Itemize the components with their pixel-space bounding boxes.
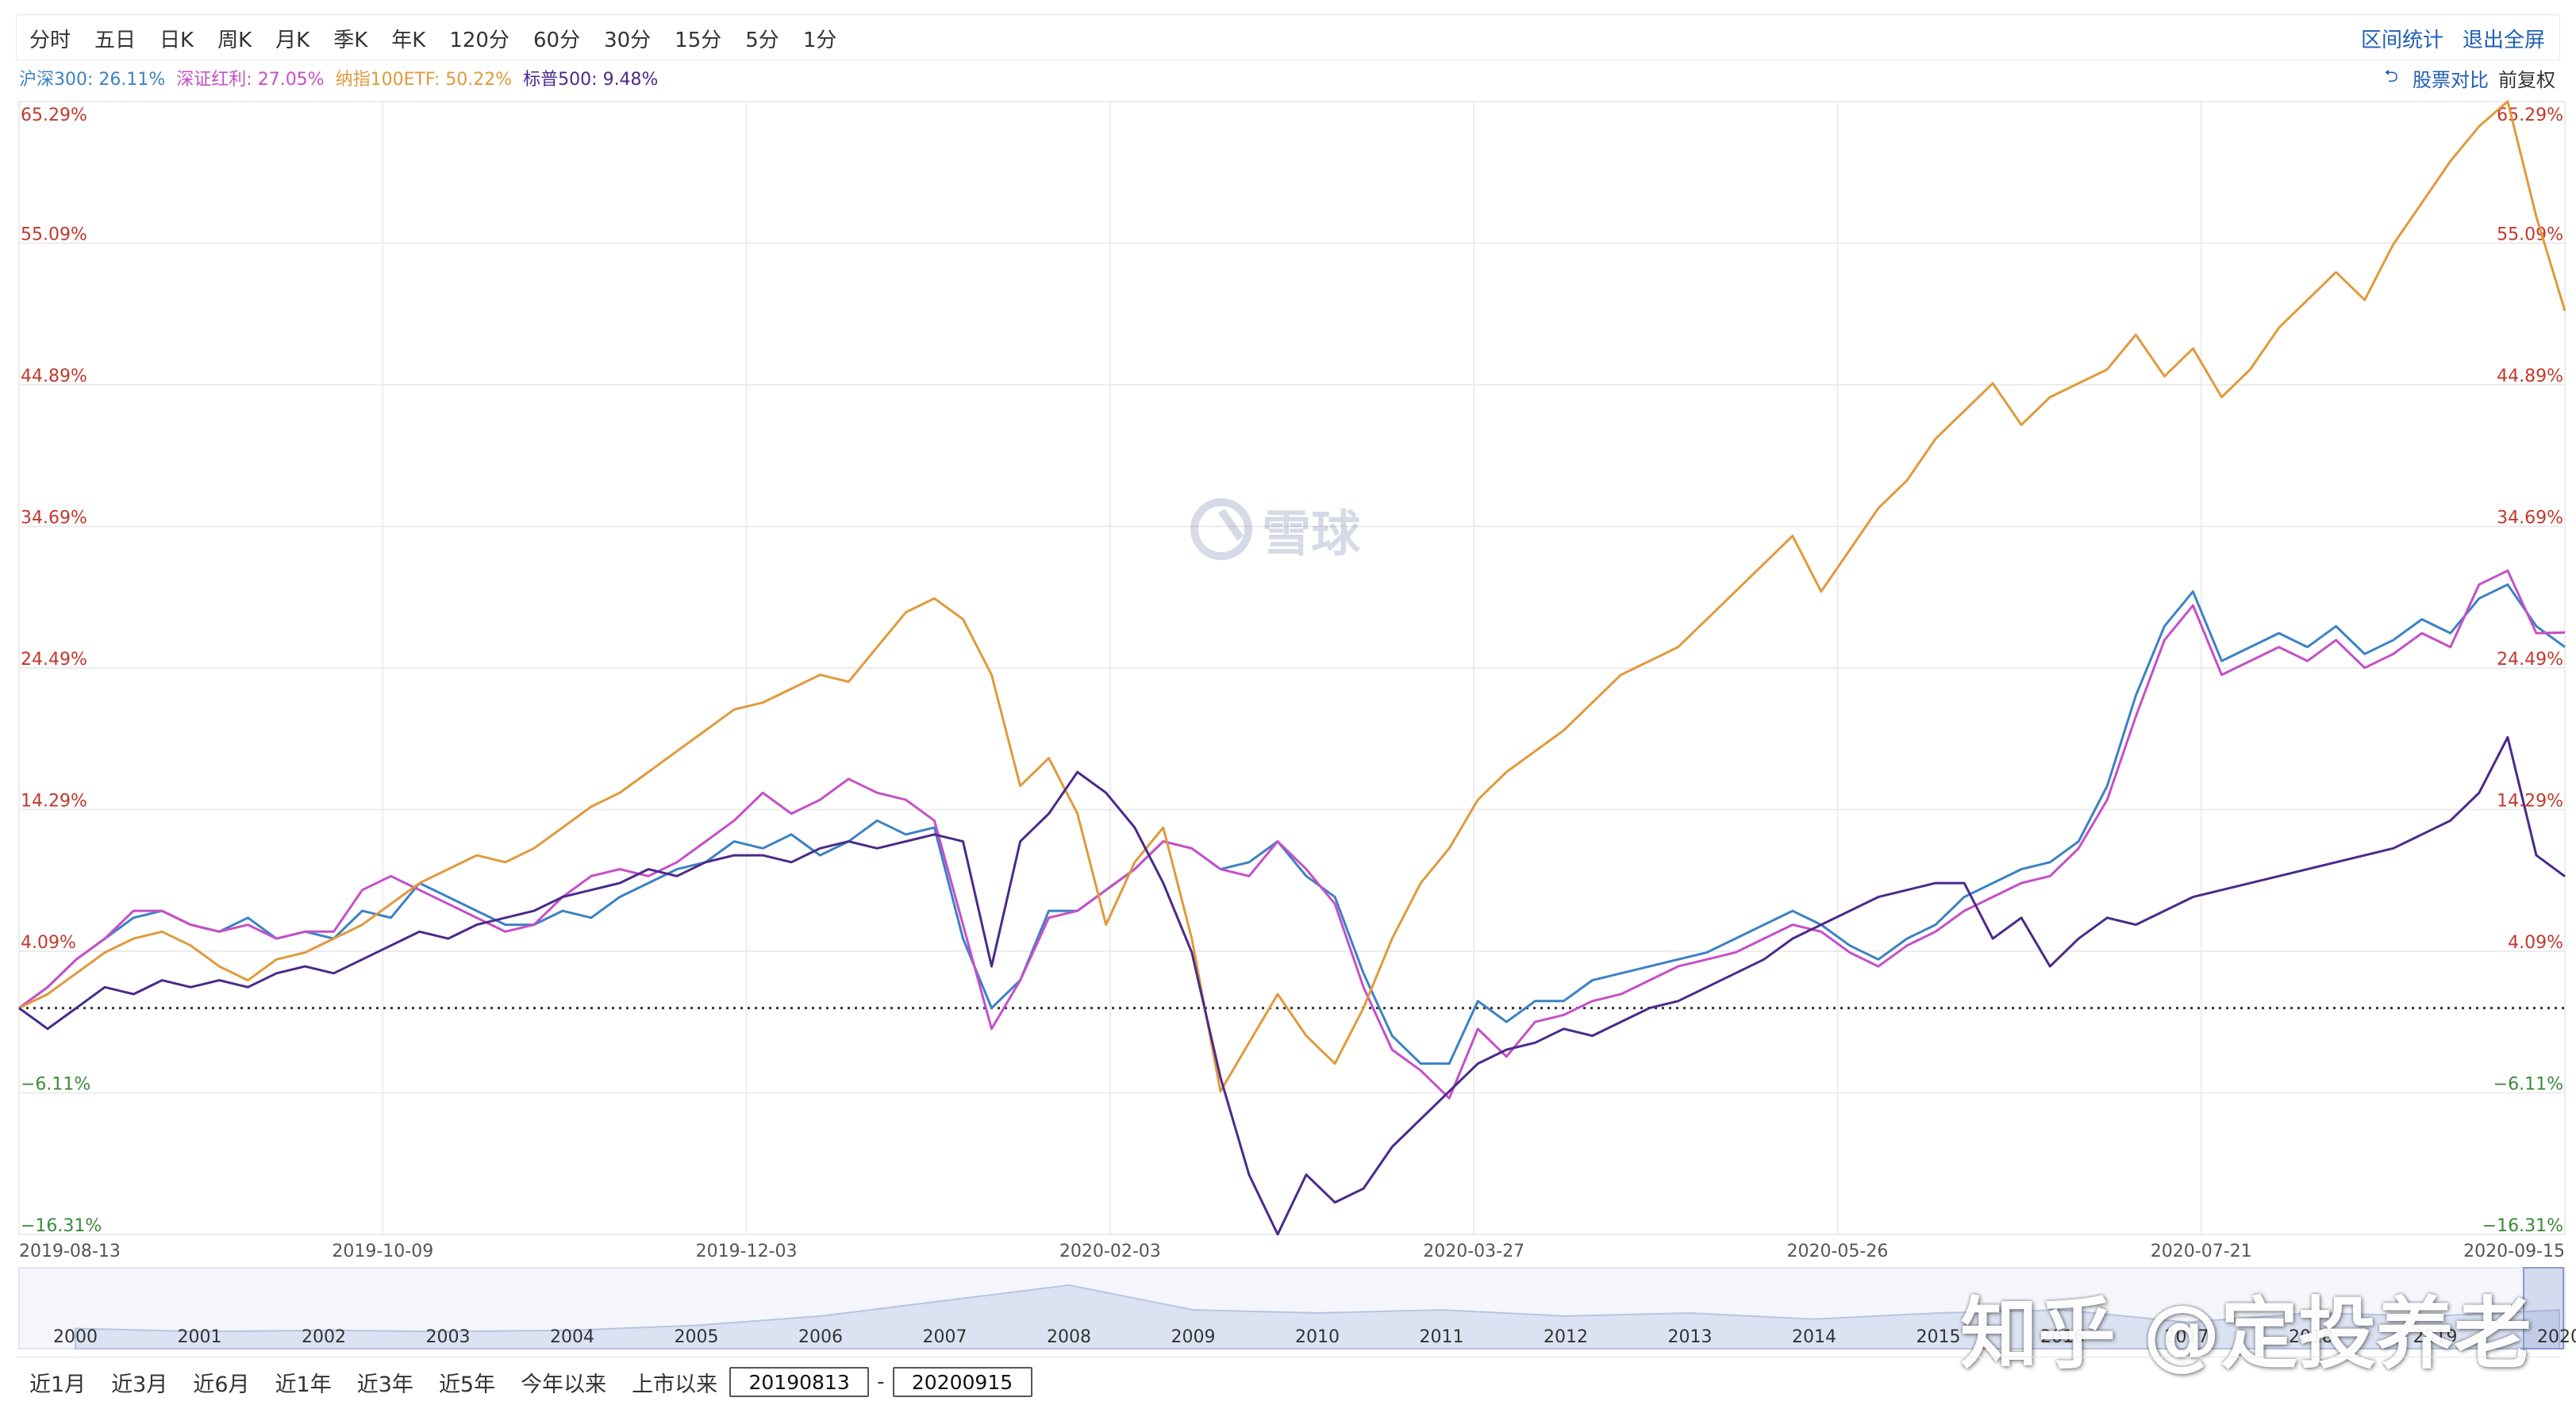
end-date-input[interactable] bbox=[892, 1367, 1032, 1397]
range-button[interactable]: 近3月 bbox=[111, 1372, 168, 1397]
period-tab[interactable]: 120分 bbox=[449, 28, 509, 52]
timeline-year-label: 2003 bbox=[426, 1327, 471, 1347]
price-adjust-dropdown[interactable]: 前复权 bbox=[2498, 68, 2555, 91]
chart-controls: ⮌ 股票对比 前复权 bbox=[2384, 65, 2555, 91]
y-tick-label-right: −16.31% bbox=[2482, 1216, 2563, 1236]
y-tick-label-left: 24.49% bbox=[21, 650, 87, 670]
range-button[interactable]: 近6月 bbox=[193, 1372, 250, 1397]
timeline-year-label: 2016 bbox=[2040, 1327, 2085, 1347]
x-tick-label: 2020-03-27 bbox=[1423, 1242, 1524, 1261]
zhihu-overlay-watermark: 知乎 @定投养老 bbox=[1960, 1289, 2532, 1380]
period-tab[interactable]: 15分 bbox=[675, 28, 722, 52]
timeline-year-label: 2020 bbox=[2537, 1327, 2576, 1347]
series-line bbox=[18, 100, 2566, 1093]
start-date-input[interactable] bbox=[729, 1367, 870, 1397]
timeline-year-label: 2002 bbox=[302, 1327, 346, 1347]
y-tick-label-left: −16.31% bbox=[21, 1216, 102, 1236]
period-tab[interactable]: 1分 bbox=[802, 28, 837, 52]
period-tab[interactable]: 五日 bbox=[94, 28, 136, 52]
timeline-year-label: 2015 bbox=[1917, 1327, 1961, 1347]
exit-fullscreen-link[interactable]: 退出全屏 bbox=[2462, 28, 2545, 52]
timeline-year-label: 2014 bbox=[1792, 1327, 1836, 1347]
x-tick-label: 2020-09-15 bbox=[2463, 1242, 2565, 1261]
y-tick-label-left: 65.29% bbox=[21, 106, 87, 125]
y-tick-label-right: 34.69% bbox=[2497, 509, 2563, 528]
period-tab[interactable]: 周K bbox=[217, 28, 252, 52]
x-tick-label: 2019-08-13 bbox=[19, 1242, 121, 1261]
y-tick-label-right: 65.29% bbox=[2497, 106, 2563, 125]
timeline-year-label: 2009 bbox=[1171, 1327, 1216, 1347]
period-tab[interactable]: 日K bbox=[160, 28, 194, 52]
timeline-year-label: 2019 bbox=[2413, 1327, 2458, 1347]
watermark-text: 雪球 bbox=[1262, 505, 1361, 562]
y-tick-label-left: −6.11% bbox=[21, 1075, 90, 1095]
timeline-year-label: 2018 bbox=[2289, 1327, 2333, 1347]
y-tick-label-right: 55.09% bbox=[2497, 225, 2563, 245]
y-tick-label-left: 34.69% bbox=[21, 509, 87, 528]
xueqiu-logo-icon bbox=[1190, 498, 1252, 560]
y-tick-label-right: 24.49% bbox=[2497, 650, 2563, 670]
series-line bbox=[18, 735, 2566, 1236]
timeline-year-label: 2011 bbox=[1420, 1327, 1464, 1347]
range-button[interactable]: 近3年 bbox=[356, 1372, 413, 1397]
timeline-area bbox=[75, 1284, 2560, 1349]
period-tab[interactable]: 60分 bbox=[533, 28, 581, 52]
xueqiu-watermark: 雪球 bbox=[1190, 493, 1360, 565]
y-tick-label-left: 14.29% bbox=[21, 792, 87, 812]
range-button[interactable]: 近1月 bbox=[29, 1372, 87, 1397]
period-tab[interactable]: 月K bbox=[275, 28, 310, 52]
range-button[interactable]: 今年以来 bbox=[521, 1372, 607, 1397]
timeline-year-label: 2012 bbox=[1544, 1327, 1588, 1347]
series-line bbox=[18, 569, 2566, 1100]
x-tick-label: 2020-02-03 bbox=[1059, 1242, 1161, 1261]
stock-compare-button[interactable]: 股票对比 bbox=[2413, 68, 2489, 91]
range-button[interactable]: 近5年 bbox=[438, 1372, 496, 1397]
x-tick-label: 2020-05-26 bbox=[1786, 1242, 1888, 1261]
timeline-year-label: 2004 bbox=[550, 1327, 594, 1347]
series-line bbox=[18, 583, 2566, 1065]
timeline-selection[interactable] bbox=[2523, 1267, 2564, 1349]
range-button[interactable]: 近1年 bbox=[275, 1372, 332, 1397]
period-tabs: 分时 五日 日K 周K 月K 季K 年K 120分 60分 30分 15分 5分 1分 bbox=[17, 15, 848, 61]
date-separator: - bbox=[877, 1370, 885, 1394]
series-legend: 沪深300: 26.11% 深证红利: 27.05% 纳指100ETF: 50.22… bbox=[19, 65, 658, 90]
legend-item: 深证红利: 27.05% bbox=[176, 70, 325, 90]
timeline-year-label: 2010 bbox=[1295, 1327, 1340, 1347]
top-links: 区间统计 退出全屏 bbox=[2361, 15, 2545, 61]
y-tick-label-left: 44.89% bbox=[21, 367, 87, 386]
range-button[interactable]: 上市以来 bbox=[632, 1372, 718, 1397]
y-tick-label-left: 4.09% bbox=[21, 933, 76, 953]
timeline-year-label: 2017 bbox=[2165, 1327, 2209, 1347]
y-tick-label-right: 4.09% bbox=[2508, 933, 2563, 953]
period-tab[interactable]: 分时 bbox=[29, 28, 71, 52]
timeline-year-label: 2008 bbox=[1047, 1327, 1091, 1347]
period-tab[interactable]: 年K bbox=[391, 28, 426, 52]
period-toolbar: 分时 五日 日K 周K 月K 季K 年K 120分 60分 30分 15分 5分 1分 区间统计 退出全… bbox=[16, 14, 2560, 60]
period-tab[interactable]: 30分 bbox=[604, 28, 652, 52]
timeline-year-label: 2001 bbox=[178, 1327, 222, 1347]
timeline-year-label: 2007 bbox=[923, 1327, 967, 1347]
y-tick-label-right: 14.29% bbox=[2497, 792, 2563, 812]
period-tab[interactable]: 5分 bbox=[745, 28, 779, 52]
x-tick-label: 2020-07-21 bbox=[2151, 1242, 2252, 1261]
interval-stats-link[interactable]: 区间统计 bbox=[2360, 28, 2443, 52]
timeline-year-label: 2000 bbox=[53, 1327, 98, 1347]
legend-item: 沪深300: 26.11% bbox=[19, 70, 166, 90]
legend-item: 标普500: 9.48% bbox=[523, 70, 659, 90]
timeline-year-label: 2005 bbox=[675, 1327, 719, 1347]
y-tick-label-right: −6.11% bbox=[2493, 1075, 2563, 1095]
timeline-year-label: 2013 bbox=[1668, 1327, 1713, 1347]
x-tick-label: 2019-12-03 bbox=[696, 1242, 798, 1261]
y-tick-label-right: 44.89% bbox=[2497, 367, 2563, 386]
y-tick-label-left: 55.09% bbox=[21, 225, 87, 245]
legend-item: 纳指100ETF: 50.22% bbox=[335, 70, 513, 90]
range-buttons: 近1月 近3月 近6月 近1年 近3年 近5年 今年以来 上市以来 bbox=[16, 1367, 729, 1398]
period-tab[interactable]: 季K bbox=[333, 28, 368, 52]
x-tick-label: 2019-10-09 bbox=[332, 1242, 433, 1261]
swap-icon[interactable]: ⮌ bbox=[2384, 67, 2398, 86]
timeline-year-label: 2006 bbox=[798, 1327, 843, 1347]
